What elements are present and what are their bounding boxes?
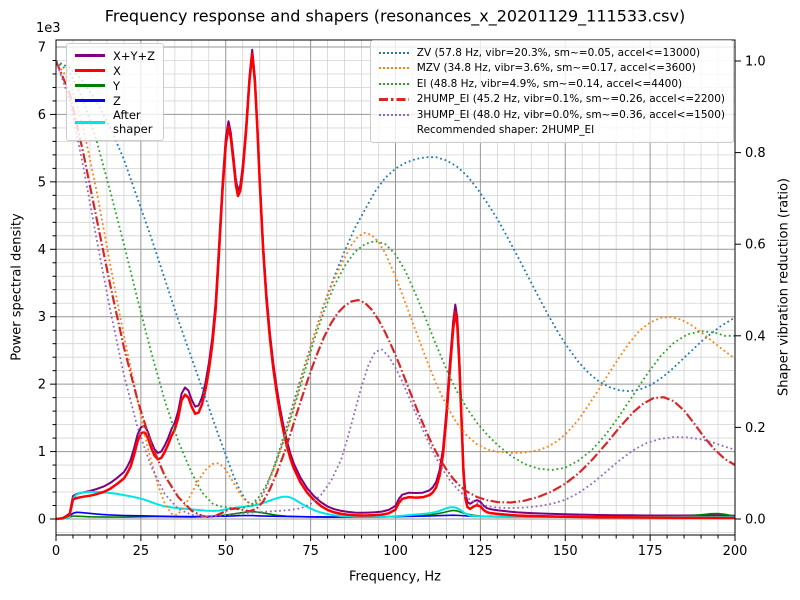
curve-after-shaper (56, 491, 735, 520)
x-axis-label: Frequency, Hz (348, 569, 442, 585)
legend-label-x: X (113, 63, 121, 78)
legend-item-zv: ZV (57.8 Hz, vibr=20.3%, sm~=0.05, accel… (378, 45, 725, 61)
psd-scale-offset-label: 1e3 (36, 21, 61, 36)
shaper-legend: ZV (57.8 Hz, vibr=20.3%, sm~=0.05, accel… (369, 40, 734, 143)
legend-item-xyz: X+Y+Z (75, 48, 155, 63)
tick-label: 75 (302, 544, 319, 559)
legend-item-x: X (75, 63, 155, 78)
legend-item-2hump-ei: 2HUMP_EI (45.2 Hz, vibr=0.1%, sm~=0.26, … (378, 92, 725, 108)
psd-legend: X+Y+Z X Y Z After shaper (66, 43, 165, 141)
tick-label: 0 (38, 513, 46, 528)
tick-labels: 0 25 50 75 100 125 150 175 200 0 1 2 3 4 5 6 7 0.0 0.2 0.4 0… (38, 41, 766, 560)
legend-recommended-shaper: Recommended shaper: 2HUMP_EI (379, 123, 725, 139)
legend-label-after-shaper: After shaper (113, 108, 153, 136)
tick-label: 0.8 (745, 146, 766, 161)
legend-label-2hump-ei: 2HUMP_EI (45.2 Hz, vibr=0.1%, sm~=0.26, … (416, 93, 725, 106)
legend-swatch-xyz (75, 54, 105, 57)
tick-label: 6 (38, 108, 46, 123)
legend-swatch-ei (378, 82, 409, 85)
legend-swatch-x (75, 69, 105, 72)
tick-label: 100 (383, 544, 408, 559)
legend-swatch-spacer (379, 129, 409, 132)
legend-label-y: Y (113, 78, 121, 93)
tick-label: 50 (217, 544, 234, 559)
legend-swatch-after-shaper (75, 120, 105, 124)
tick-label: 150 (553, 544, 578, 559)
legend-item-after-shaper: After shaper (75, 108, 155, 136)
legend-item-ei: EI (48.8 Hz, vibr=4.9%, sm~=0.14, accel<… (378, 76, 725, 92)
legend-swatch-zv (378, 51, 409, 54)
tick-label: 3 (38, 310, 46, 325)
legend-recommended-text: Recommended shaper: 2HUMP_EI (416, 124, 595, 137)
legend-label-zv: ZV (57.8 Hz, vibr=20.3%, sm~=0.05, accel… (416, 46, 701, 59)
legend-item-mzv: MZV (34.8 Hz, vibr=3.6%, sm~=0.17, accel… (378, 61, 725, 77)
tick-label: 1 (38, 445, 46, 460)
y-left-axis-label: Power spectral density (9, 213, 25, 361)
tick-label: 175 (638, 544, 663, 559)
curve-zv (56, 60, 735, 507)
curve-ei (56, 60, 735, 510)
tick-label: 125 (468, 544, 493, 559)
tick-label: 200 (723, 544, 748, 559)
curve-2hump-ei (56, 60, 735, 519)
legend-swatch-2hump-ei (378, 98, 409, 101)
curve-mzv (56, 60, 735, 517)
tick-label: 4 (38, 243, 46, 258)
chart-title: Frequency response and shapers (resonanc… (104, 6, 686, 26)
tick-label: 0 (52, 544, 60, 559)
legend-item-z: Z (75, 93, 155, 108)
y-right-axis-label: Shaper vibration reduction (ratio) (776, 178, 792, 396)
tick-label: 25 (133, 544, 150, 559)
axis-ticks (50, 59, 741, 541)
tick-label: 0.2 (745, 421, 766, 436)
curves (56, 48, 735, 521)
legend-swatch-y (75, 84, 105, 87)
tick-label: 0.6 (745, 238, 766, 253)
legend-item-3hump-ei: 3HUMP_EI (48.0 Hz, vibr=0.0%, sm~=0.36, … (378, 107, 725, 123)
legend-label-3hump-ei: 3HUMP_EI (48.0 Hz, vibr=0.0%, sm~=0.36, … (416, 108, 725, 121)
legend-swatch-mzv (378, 67, 409, 70)
legend-label-mzv: MZV (34.8 Hz, vibr=3.6%, sm~=0.17, accel… (416, 62, 696, 75)
legend-swatch-3hump-ei (378, 113, 409, 116)
tick-label: 1.0 (745, 55, 766, 70)
tick-label: 5 (38, 175, 46, 190)
legend-label-ei: EI (48.8 Hz, vibr=4.9%, sm~=0.14, accel<… (416, 77, 683, 90)
tick-label: 2 (38, 378, 46, 393)
tick-label: 0.0 (745, 513, 766, 528)
tick-label: 0.4 (745, 329, 766, 344)
curve-3hump-ei (56, 60, 735, 518)
legend-item-y: Y (75, 78, 155, 93)
tick-label: 7 (38, 41, 46, 56)
legend-swatch-z (75, 99, 105, 102)
legend-label-xyz: X+Y+Z (113, 48, 156, 63)
legend-label-z: Z (113, 93, 121, 108)
